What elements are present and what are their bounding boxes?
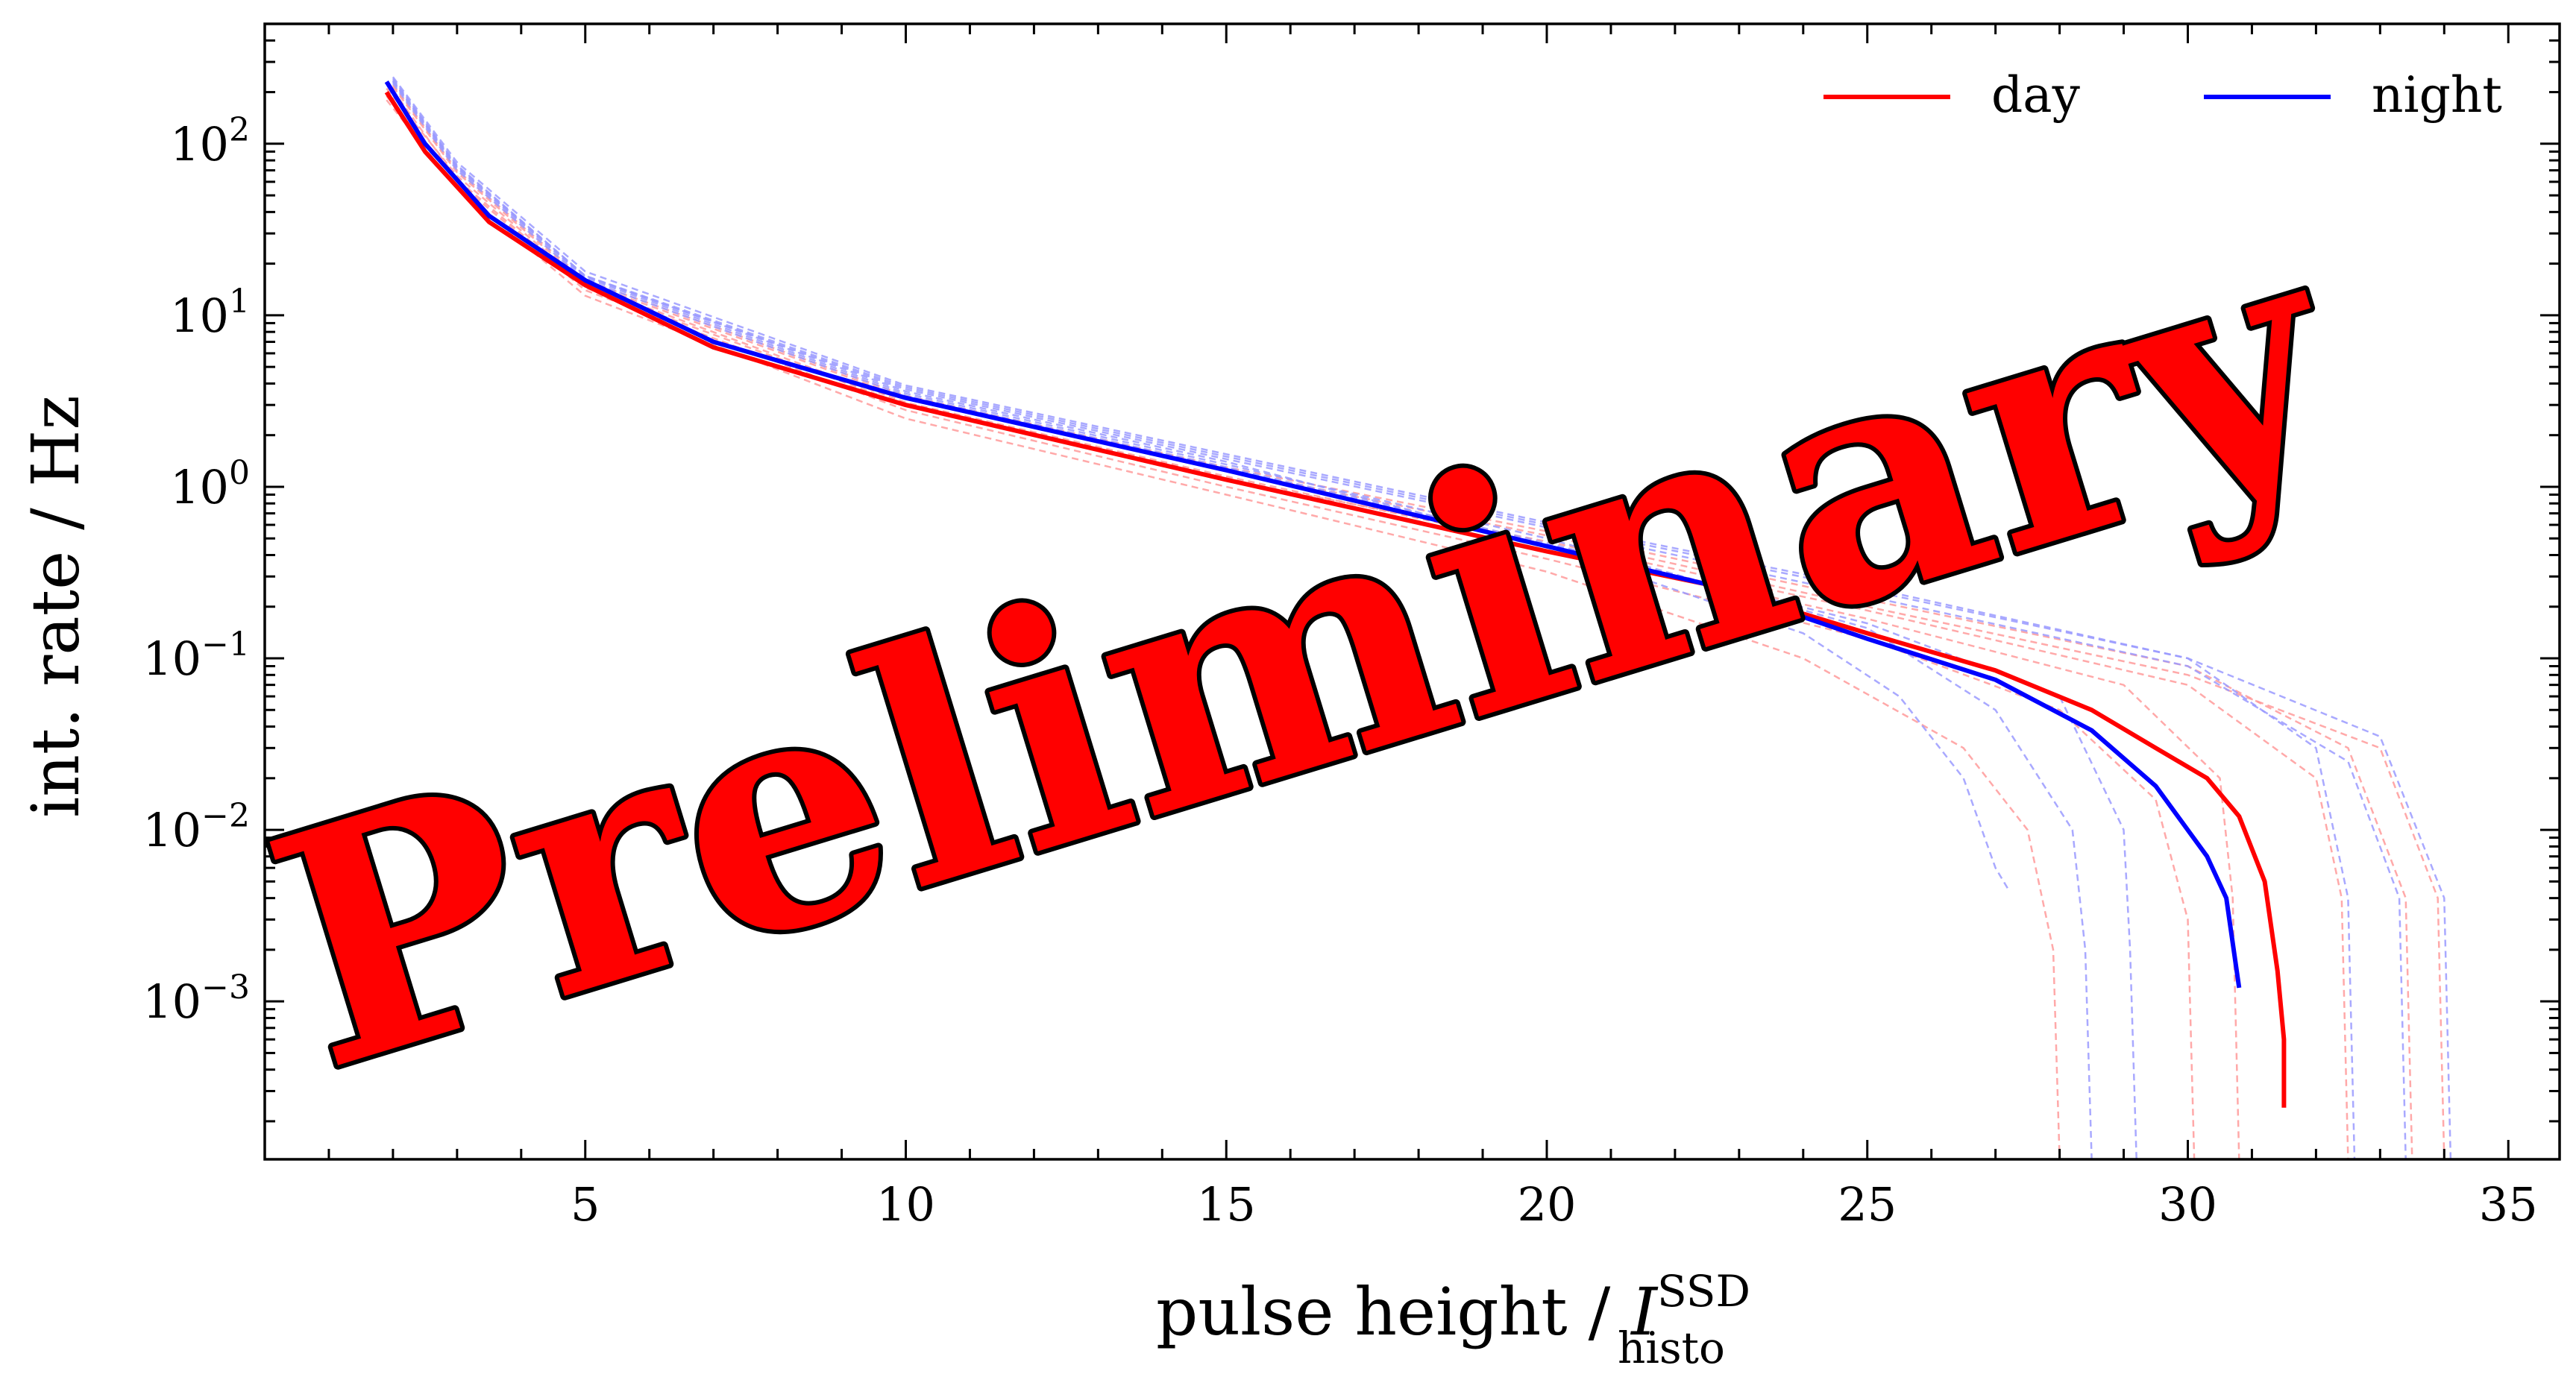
x-tick-label: 15 [1197, 1177, 1256, 1232]
y-tick-label: 100 [170, 454, 250, 514]
axis-labels: pulse height / ISSD histo int. rate / Hz [17, 395, 1750, 1373]
x-tick-label: 30 [2158, 1177, 2217, 1232]
x-tick-label: 5 [571, 1177, 600, 1232]
legend-label-day: day [1991, 66, 2081, 124]
series-line-day [384, 90, 2287, 1108]
legend: day night [1823, 66, 2502, 124]
y-axis-title: int. rate / Hz [17, 395, 94, 818]
y-tick-label: 102 [170, 111, 250, 171]
x-tick-label: 10 [876, 1177, 935, 1232]
plot-frame [263, 22, 2561, 1161]
background-run-line-12 [392, 80, 2407, 1159]
axes: 5 10 15 20 25 30 35 102 101 100 10−1 10−2 10−3 [142, 22, 2561, 1232]
y-tick-label: 10−2 [142, 797, 250, 857]
x-tick-label: 20 [1518, 1177, 1577, 1232]
legend-label-night: night [2372, 66, 2502, 124]
x-tick-label: 35 [2479, 1177, 2538, 1232]
y-tick-label: 10−1 [142, 626, 250, 686]
background-run-line-6 [392, 89, 2349, 1159]
background-run-line-4 [392, 84, 2413, 1159]
background-run-line-1 [386, 99, 2061, 1159]
background-run-line-2 [386, 95, 2196, 1159]
x-axis-title: pulse height / ISSD histo [1156, 1266, 1750, 1373]
background-run-line-8 [392, 81, 2093, 1159]
background-run-line-9 [392, 83, 2137, 1159]
main-series [384, 81, 2287, 1108]
y-tick-label: 10−3 [142, 968, 250, 1029]
series-line-night [384, 81, 2242, 989]
background-run-line-11 [392, 76, 2452, 1159]
background-run-line-5 [392, 86, 2445, 1159]
x-tick-label: 25 [1838, 1177, 1897, 1232]
y-tick-label: 101 [170, 283, 250, 343]
